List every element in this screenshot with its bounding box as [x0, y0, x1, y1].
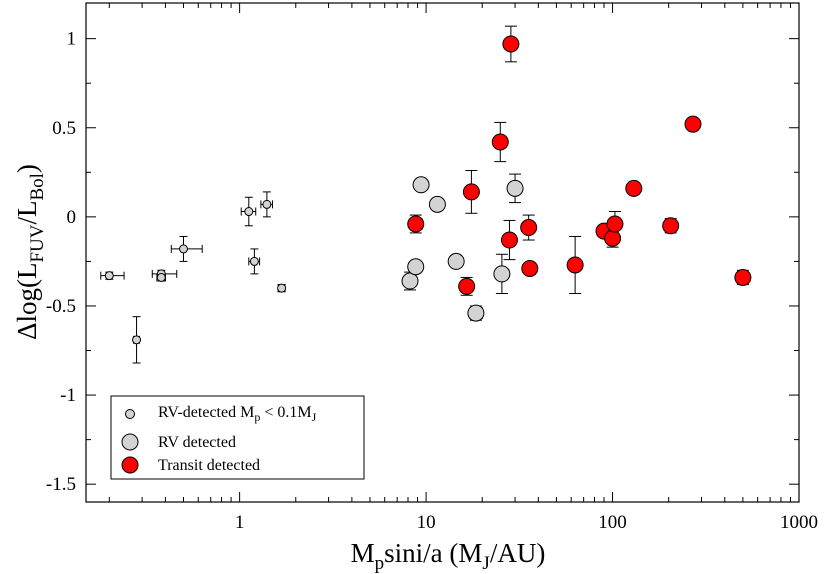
x-axis-title: Mpsini/a (MJ/AU): [351, 538, 546, 574]
y-title-mid: /L: [12, 201, 42, 225]
x-axis-ticks: 1 10 100 1000: [108, 3, 818, 533]
rv-point: [493, 265, 511, 283]
y-tick-label: 1: [67, 29, 77, 50]
transit-point: [662, 217, 680, 235]
transit-point: [606, 215, 624, 233]
legend: RV-detected Mp < 0.1MJ RV detected Trans…: [110, 395, 365, 480]
legend-box: [110, 395, 365, 480]
transit-point: [625, 179, 643, 197]
rv-small-point: [249, 256, 259, 266]
legend-label-rv: RV detected: [158, 434, 236, 451]
rv-small-point: [262, 199, 272, 209]
rv-small-point: [277, 283, 287, 293]
transit-point: [491, 133, 509, 151]
legend-marker-rv: [121, 433, 139, 451]
x-tick-label: 1000: [780, 512, 818, 533]
rv-small-point: [132, 335, 142, 345]
legend-marker-rv-small: [125, 409, 135, 419]
y-tick-label: -1: [60, 385, 76, 406]
y-title-sub2: Bol: [27, 173, 48, 200]
transit-point: [500, 231, 518, 249]
rv-point: [506, 179, 524, 197]
plot-frame: [85, 2, 800, 503]
x-title-mid: sini/a (M: [384, 538, 482, 568]
transit-point: [521, 260, 539, 278]
y-tick-label: -1.5: [46, 474, 76, 495]
y-title-main: Δlog(L: [12, 263, 42, 340]
x-title-sub2: J: [482, 553, 489, 574]
rv-point: [447, 252, 465, 270]
rv-point: [401, 272, 419, 290]
rv-point: [407, 258, 425, 276]
rv-point: [428, 195, 446, 213]
legend-marker-transit: [121, 456, 139, 474]
x-tick-label: 100: [598, 512, 627, 533]
transit-point: [734, 268, 752, 286]
transit-point: [502, 35, 520, 53]
rv-small-point: [178, 244, 188, 254]
transit-point: [458, 277, 476, 295]
rv-point: [412, 176, 430, 194]
x-title-end: /AU): [490, 538, 546, 568]
y-title-sub: FUV: [27, 224, 48, 262]
legend-label-transit: Transit detected: [158, 457, 260, 474]
rv-small-point: [104, 271, 114, 281]
y-tick-label: 0.5: [52, 118, 76, 139]
transit-point: [604, 229, 622, 247]
transit-point: [684, 115, 702, 133]
rv-small-point: [156, 272, 166, 282]
x-title-sub: p: [375, 553, 385, 574]
rv-point: [467, 304, 485, 322]
x-tick-label: 10: [417, 512, 436, 533]
x-title-main: M: [351, 538, 375, 568]
x-tick-label: 1: [235, 512, 245, 533]
error-bars: [100, 25, 749, 364]
transit-point: [462, 183, 480, 201]
transit-point: [566, 256, 584, 274]
rv-small-point: [244, 207, 254, 217]
transit-point: [407, 215, 425, 233]
transit-point: [520, 219, 538, 237]
y-axis-title: Δlog(LFUV/LBol): [12, 164, 48, 340]
y-title-end: ): [12, 164, 42, 173]
y-tick-label: 0: [67, 207, 77, 228]
y-axis-ticks: 1 0.5 0 -0.5 -1 -1.5: [46, 29, 799, 495]
data-markers: [104, 35, 752, 345]
legend-label-rv-small: RV-detected Mp < 0.1MJ: [158, 404, 317, 424]
y-tick-label: -0.5: [46, 296, 76, 317]
